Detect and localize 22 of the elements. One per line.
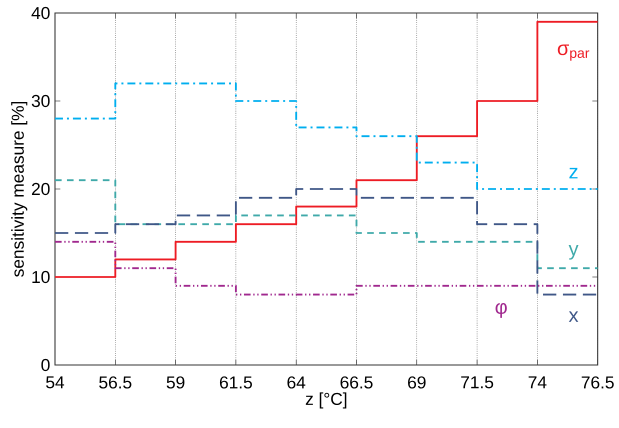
y-tick-label: 30 (32, 94, 50, 108)
series-label: z (569, 168, 578, 178)
x-tick-label: 76.5 (582, 376, 614, 389)
x-axis-title: z [°C] (306, 392, 346, 408)
x-tick-label: 64 (287, 376, 306, 389)
x-tick-label: 74 (528, 376, 546, 388)
series-label: y (568, 245, 578, 260)
x-tick-label: 56.5 (99, 376, 132, 389)
y-tick-label: 10 (32, 270, 50, 284)
x-tick-label: 66.5 (340, 376, 373, 389)
x-tick-label: 71.5 (461, 376, 494, 388)
series-label: x (568, 311, 578, 322)
x-tick-label: 59 (166, 376, 184, 389)
x-tick-label: 54 (46, 376, 64, 388)
x-tick-label: 69 (408, 376, 426, 389)
y-tick-label: 40 (31, 6, 50, 20)
y-tick-label: 20 (32, 182, 50, 196)
y-axis-title: sensitivity measure [%] (11, 102, 28, 277)
series-label: φ (496, 303, 507, 318)
x-tick-label: 61.5 (220, 376, 252, 389)
y-tick-label: 0 (41, 358, 50, 372)
series-label: σ$_{par}$ (558, 44, 590, 61)
